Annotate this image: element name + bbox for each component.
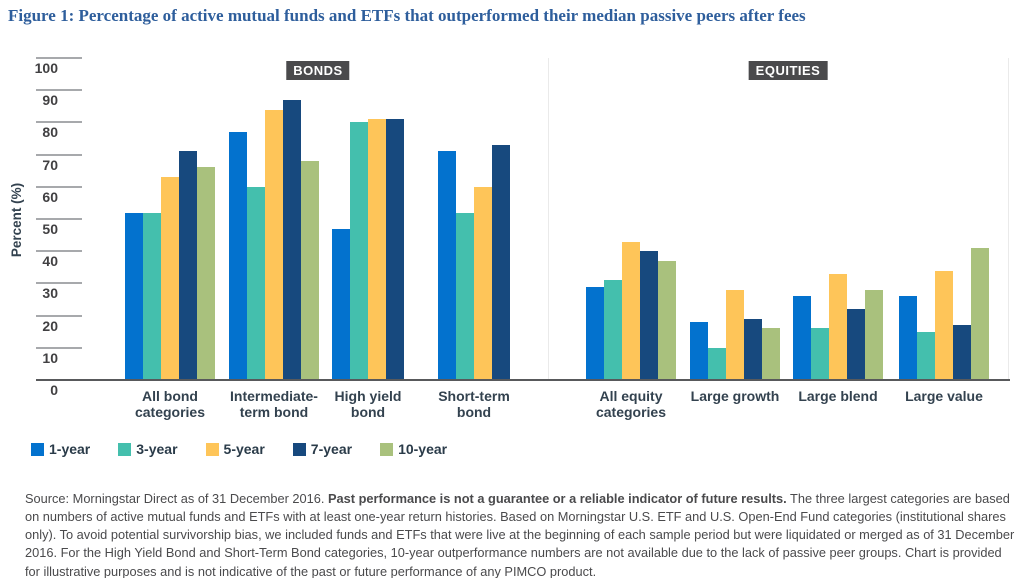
bar-1-year bbox=[793, 296, 811, 380]
bar-10-year bbox=[301, 161, 319, 380]
legend-label: 1-year bbox=[49, 441, 91, 457]
y-tick-label: 100 bbox=[34, 60, 58, 76]
legend-swatch-icon bbox=[380, 442, 394, 456]
bar-3-year bbox=[811, 328, 829, 380]
category-label: Large growth bbox=[690, 388, 780, 404]
y-tick-line bbox=[36, 218, 82, 220]
bar-chart: Percent (%) 0 10 20 30 40 50 60 70 80 90 100 BONDS A… bbox=[9, 57, 1010, 420]
bar-5-year bbox=[622, 241, 640, 380]
category-label: Large blend bbox=[798, 388, 878, 404]
y-tick-line bbox=[36, 314, 82, 317]
legend-swatch-icon bbox=[292, 442, 306, 456]
legend-item: 10-year bbox=[380, 441, 447, 457]
y-tick-line bbox=[36, 250, 82, 253]
chart-legend: 1-year 3-year 5-year 7-year 10-year bbox=[31, 441, 447, 457]
bar-7-year bbox=[492, 144, 510, 380]
panel-divider bbox=[548, 58, 549, 380]
bar-3-year bbox=[456, 212, 474, 380]
legend-label: 3-year bbox=[136, 441, 178, 457]
category-label: Large value bbox=[905, 388, 983, 404]
y-tick-line bbox=[36, 282, 82, 285]
bar-3-year bbox=[143, 212, 161, 380]
bar-1-year bbox=[125, 212, 143, 380]
bar-10-year bbox=[865, 289, 883, 380]
plot-right-edge bbox=[1008, 58, 1009, 380]
bar-7-year bbox=[179, 151, 197, 380]
footnote-source: Source: Morningstar Direct as of 31 Dece… bbox=[25, 490, 329, 506]
bar-1-year bbox=[586, 286, 604, 380]
bar-10-year bbox=[971, 247, 989, 380]
legend-item: 5-year bbox=[205, 441, 265, 457]
bar-5-year bbox=[265, 109, 283, 380]
category-label: All bond categories bbox=[134, 388, 206, 420]
legend-swatch-icon bbox=[31, 442, 44, 456]
legend-item: 7-year bbox=[292, 441, 353, 457]
legend-label: 5-year bbox=[223, 441, 265, 457]
y-tick-label: 80 bbox=[42, 124, 58, 141]
legend-item: 3-year bbox=[118, 441, 178, 457]
bar-7-year bbox=[386, 119, 404, 380]
category-label: High yield bond bbox=[334, 388, 402, 420]
y-tick-label: 10 bbox=[42, 349, 58, 366]
bar-1-year bbox=[229, 132, 247, 380]
category-label: Intermediate- term bond bbox=[230, 388, 318, 420]
footnote-disclaimer: Past performance is not a guarantee or a… bbox=[328, 490, 787, 506]
bar-1-year bbox=[899, 296, 917, 380]
legend-label: 10-year bbox=[398, 441, 448, 457]
y-tick-line bbox=[36, 57, 82, 59]
panel-badge-equities: EQUITIES bbox=[748, 61, 828, 80]
legend-swatch-icon bbox=[118, 442, 132, 456]
bar-1-year bbox=[438, 151, 456, 380]
legend-label: 7-year bbox=[310, 441, 353, 457]
bar-3-year bbox=[350, 122, 368, 380]
y-tick-line bbox=[36, 121, 82, 124]
bar-5-year bbox=[368, 119, 386, 380]
bar-10-year bbox=[658, 260, 676, 380]
bar-7-year bbox=[953, 325, 971, 380]
x-axis-line bbox=[36, 379, 1010, 381]
bar-10-year bbox=[197, 167, 215, 380]
y-tick-label: 40 bbox=[42, 253, 58, 270]
bar-3-year bbox=[604, 280, 622, 380]
bar-7-year bbox=[847, 309, 865, 380]
y-tick-label: 20 bbox=[42, 317, 58, 334]
bar-10-year bbox=[762, 328, 780, 380]
y-tick-line bbox=[36, 153, 82, 156]
bar-5-year bbox=[474, 186, 492, 380]
bar-5-year bbox=[726, 289, 744, 380]
bar-3-year bbox=[247, 186, 265, 380]
y-tick-label: 60 bbox=[42, 188, 58, 205]
footnote: Source: Morningstar Direct as of 31 Dece… bbox=[25, 490, 1015, 578]
figure-title: Figure 1: Percentage of active mutual fu… bbox=[8, 6, 806, 25]
y-tick-line bbox=[36, 185, 82, 188]
bar-1-year bbox=[332, 228, 350, 380]
y-tick-line bbox=[36, 346, 82, 349]
bar-7-year bbox=[283, 99, 301, 380]
bar-5-year bbox=[935, 270, 953, 380]
bar-3-year bbox=[708, 347, 726, 380]
y-tick-label: 30 bbox=[42, 285, 58, 302]
category-label: All equity categories bbox=[595, 388, 667, 420]
panel-badge-bonds: BONDS bbox=[286, 61, 350, 80]
y-tick-label: 0 bbox=[50, 382, 58, 398]
y-tick-label: 90 bbox=[42, 92, 58, 109]
y-tick-label: 70 bbox=[42, 156, 58, 173]
category-label: Short-term bond bbox=[438, 388, 510, 420]
footnote-details: The three largest categories are based o… bbox=[25, 490, 1015, 578]
bar-5-year bbox=[161, 177, 179, 380]
bar-7-year bbox=[744, 318, 762, 380]
bar-5-year bbox=[829, 273, 847, 380]
y-tick-line bbox=[36, 89, 82, 92]
bar-3-year bbox=[917, 331, 935, 380]
y-tick-label: 50 bbox=[42, 221, 58, 237]
legend-swatch-icon bbox=[205, 442, 219, 456]
bar-1-year bbox=[690, 322, 708, 380]
bar-7-year bbox=[640, 251, 658, 380]
legend-item: 1-year bbox=[31, 441, 90, 457]
